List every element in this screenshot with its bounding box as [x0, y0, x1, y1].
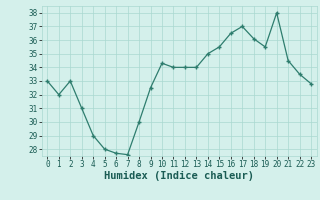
X-axis label: Humidex (Indice chaleur): Humidex (Indice chaleur)	[104, 171, 254, 181]
